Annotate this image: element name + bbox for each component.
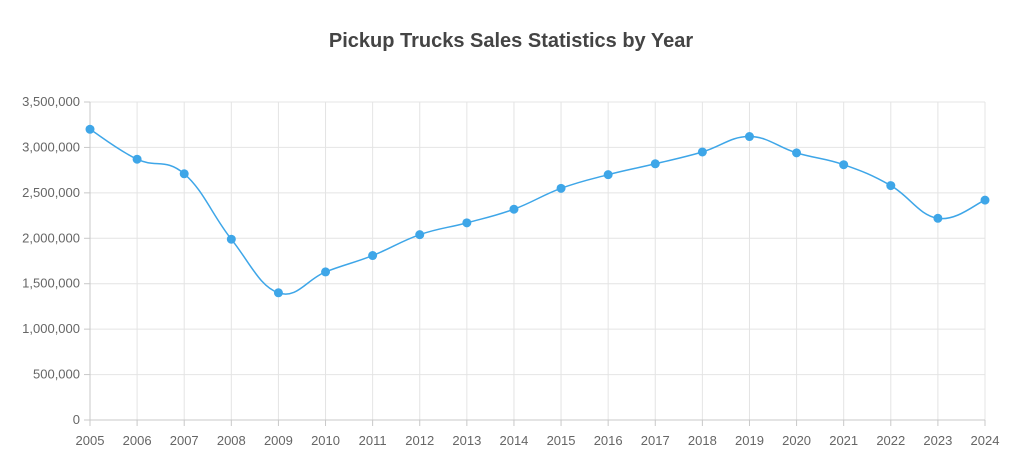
y-axis-tick-labels: 0 500,000 1,000,000 1,500,000 2,000,000 2,500… — [22, 94, 80, 427]
data-point[interactable] — [933, 213, 943, 223]
data-point[interactable] — [603, 170, 613, 180]
x-tick-label: 2014 — [499, 433, 528, 448]
data-point[interactable] — [980, 195, 990, 205]
x-tick-label: 2009 — [264, 433, 293, 448]
x-tick-label: 2012 — [405, 433, 434, 448]
y-tick-label: 1,500,000 — [22, 276, 80, 291]
data-point[interactable] — [792, 148, 802, 158]
data-point[interactable] — [462, 218, 472, 228]
data-point[interactable] — [556, 183, 566, 193]
x-tick-label: 2005 — [76, 433, 105, 448]
series-line — [89, 128, 986, 295]
data-point[interactable] — [415, 230, 425, 240]
data-point[interactable] — [839, 160, 849, 170]
y-gridlines — [90, 101, 985, 376]
x-tick-label: 2011 — [359, 433, 387, 448]
x-tick-label: 2006 — [123, 433, 152, 448]
x-tick-label: 2010 — [311, 433, 340, 448]
x-tick-label: 2023 — [923, 433, 952, 448]
x-axis-tick-labels: 2005 2006 2007 2008 2009 2010 2011 2012 2013 2014… — [76, 433, 1000, 448]
x-tick-label: 2016 — [594, 433, 623, 448]
x-tick-label: 2017 — [641, 433, 670, 448]
x-tick-label: 2019 — [735, 433, 764, 448]
y-tick-label: 500,000 — [33, 367, 80, 382]
x-tick-label: 2021 — [829, 433, 858, 448]
data-point[interactable] — [85, 124, 95, 134]
data-point[interactable] — [226, 234, 236, 244]
x-tick-label: 2015 — [547, 433, 576, 448]
data-point[interactable] — [179, 169, 189, 179]
y-tick-label: 1,000,000 — [22, 321, 80, 336]
data-point[interactable] — [697, 147, 707, 157]
x-tick-label: 2013 — [452, 433, 481, 448]
x-tick-label: 2024 — [971, 433, 1000, 448]
data-point[interactable] — [650, 159, 660, 169]
series-layer — [85, 124, 990, 298]
x-tick-label: 2018 — [688, 433, 717, 448]
x-tick-label: 2022 — [876, 433, 905, 448]
data-point[interactable] — [744, 132, 754, 142]
data-point[interactable] — [509, 204, 519, 214]
y-tick-label: 2,500,000 — [22, 185, 80, 200]
y-tick-label: 0 — [73, 412, 80, 427]
y-tick-label: 2,000,000 — [22, 230, 80, 245]
data-point[interactable] — [368, 251, 378, 261]
axes — [84, 101, 986, 426]
x-gridlines — [136, 102, 986, 420]
x-tick-label: 2020 — [782, 433, 811, 448]
data-point[interactable] — [886, 181, 896, 191]
data-point[interactable] — [321, 267, 331, 277]
x-tick-label: 2007 — [170, 433, 199, 448]
data-point[interactable] — [273, 288, 283, 298]
y-tick-label: 3,500,000 — [22, 94, 80, 109]
chart-title: Pickup Trucks Sales Statistics by Year — [328, 30, 694, 52]
x-tick-label: 2008 — [217, 433, 246, 448]
y-tick-label: 3,000,000 — [22, 139, 80, 154]
data-point[interactable] — [132, 154, 142, 164]
